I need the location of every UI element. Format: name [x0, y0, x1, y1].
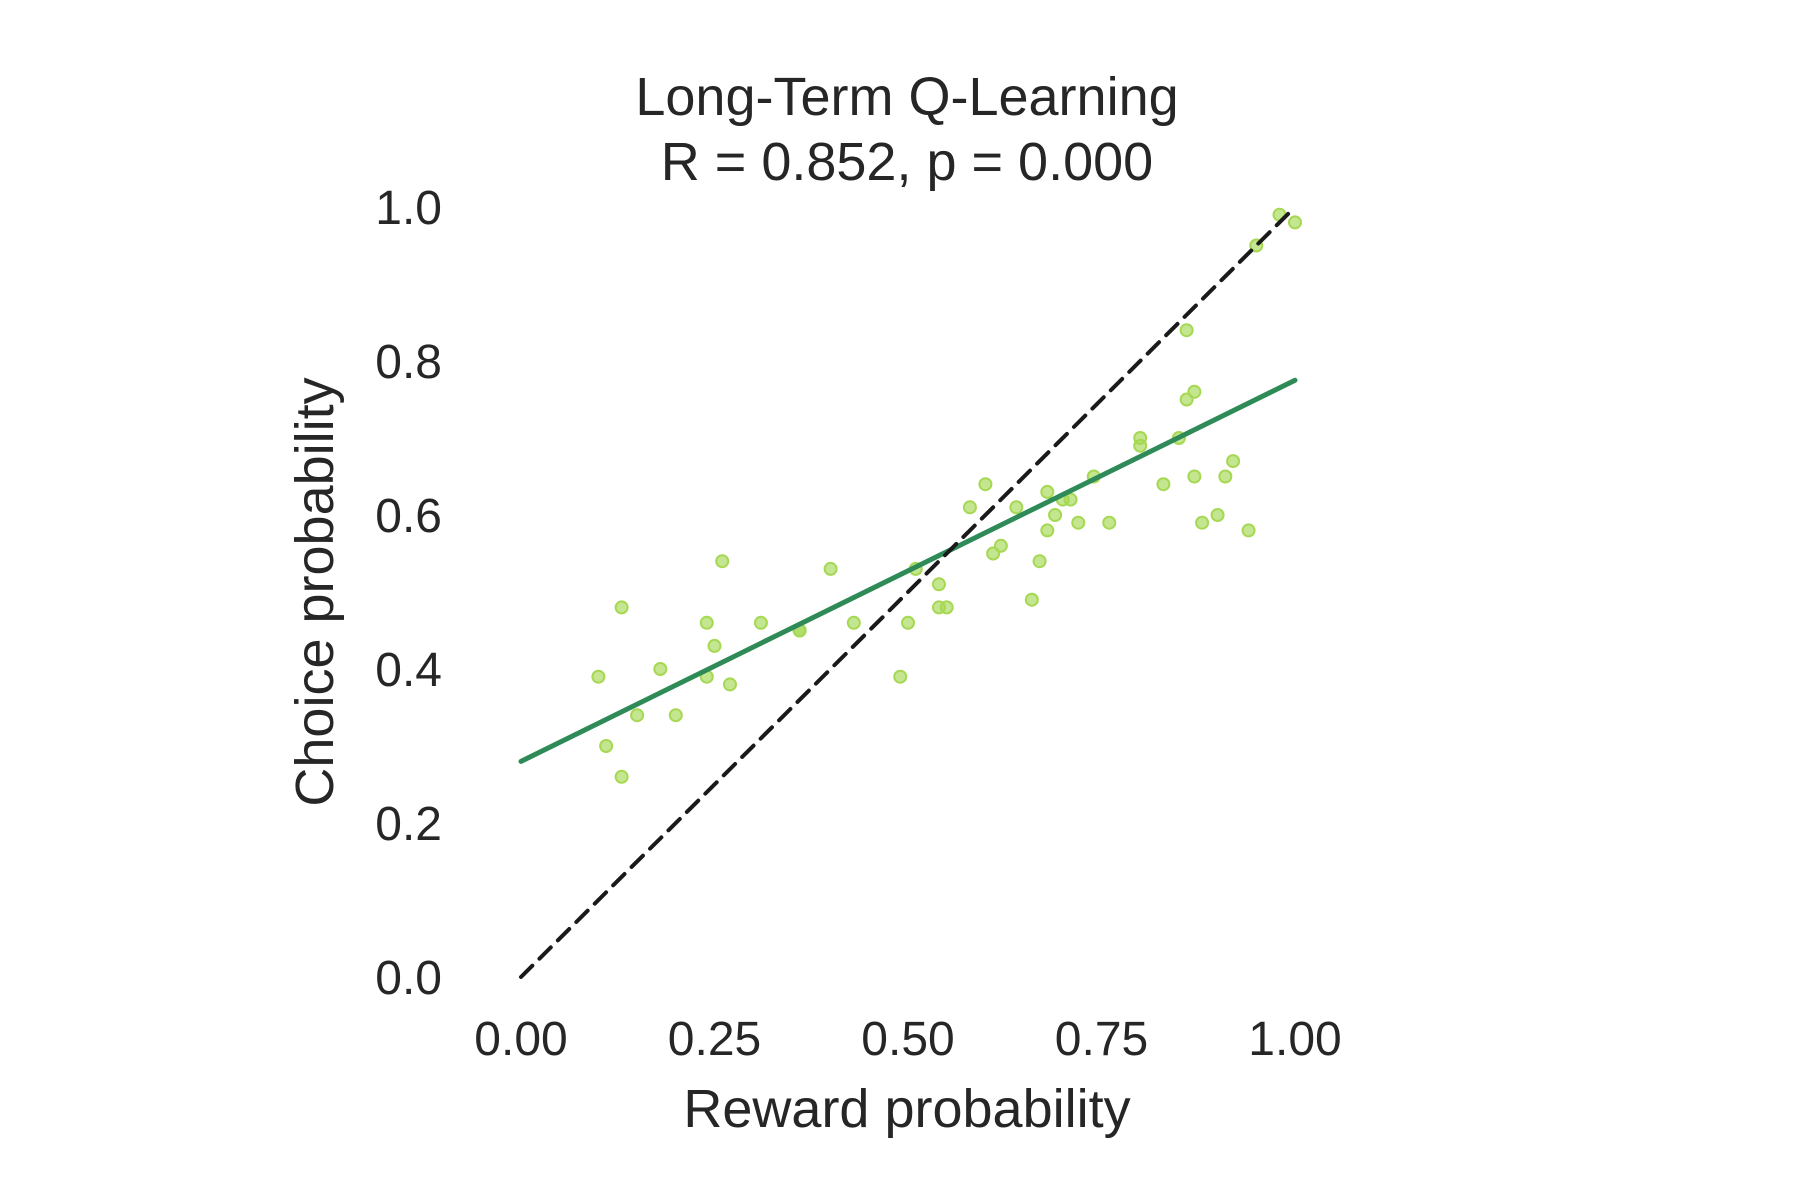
data-point: [823, 561, 838, 576]
data-point: [1288, 215, 1302, 230]
data-point: [1241, 523, 1256, 538]
data-point: [846, 615, 861, 630]
data-point: [599, 739, 614, 753]
chart-lines: [518, 205, 1298, 979]
y-tick-label: 1.0: [375, 182, 442, 235]
data-point: [939, 600, 954, 615]
y-tick-label: 0.2: [375, 798, 442, 851]
data-point: [1195, 515, 1210, 530]
x-tick-label: 0.75: [1055, 1013, 1148, 1066]
data-point: [1179, 323, 1194, 338]
data-point: [1040, 484, 1055, 499]
x-axis-label: Reward probability: [683, 1079, 1130, 1139]
data-point: [1187, 384, 1202, 399]
data-point: [630, 708, 645, 723]
y-tick-label: 0.4: [375, 644, 442, 697]
x-tick-label: 0.25: [668, 1013, 761, 1066]
y-tick-label: 0.0: [375, 952, 442, 1005]
y-tick-label: 0.6: [375, 490, 442, 543]
data-point: [1032, 554, 1047, 569]
chart-subtitle: R = 0.852, p = 0.000: [661, 132, 1153, 192]
data-point: [722, 677, 737, 692]
data-point: [1102, 515, 1117, 530]
x-tick-label: 1.00: [1248, 1013, 1341, 1066]
data-point: [993, 538, 1008, 553]
data-point: [668, 708, 683, 723]
x-axis-ticks: 0.00 0.25 0.50 0.75 1.00: [474, 1013, 1341, 1066]
regression-line: [518, 377, 1298, 764]
scatter-points: [591, 207, 1302, 784]
data-point: [1040, 523, 1055, 538]
data-point: [978, 477, 993, 492]
y-tick-label: 0.8: [375, 336, 442, 389]
data-point: [591, 669, 606, 684]
data-point: [1024, 592, 1039, 607]
plot-area: [518, 205, 1302, 979]
x-tick-label: 0.50: [861, 1013, 954, 1066]
data-point: [962, 500, 977, 515]
data-point: [1063, 492, 1078, 507]
y-axis-ticks: 0.0 0.2 0.4 0.6 0.8 1.0: [375, 182, 442, 1005]
data-point: [715, 554, 730, 569]
data-point: [1156, 477, 1171, 492]
data-point: [1218, 469, 1233, 484]
data-point: [1226, 454, 1241, 469]
x-tick-label: 0.00: [474, 1013, 567, 1066]
data-point: [1071, 515, 1086, 530]
data-point: [707, 638, 722, 653]
data-point: [614, 600, 629, 615]
data-point: [653, 662, 668, 676]
data-point: [901, 615, 915, 630]
data-point: [1009, 500, 1024, 515]
data-point: [893, 669, 908, 684]
chart-title: Long-Term Q-Learning: [635, 67, 1178, 127]
identity-line: [519, 205, 1297, 979]
data-point: [699, 615, 714, 630]
data-point: [1210, 508, 1225, 522]
data-point: [614, 769, 629, 784]
data-point: [1187, 469, 1202, 484]
data-point: [931, 577, 946, 592]
y-axis-label: Choice probability: [285, 377, 345, 806]
data-point: [753, 615, 768, 630]
data-point: [1048, 508, 1063, 522]
data-point: [1133, 438, 1148, 453]
